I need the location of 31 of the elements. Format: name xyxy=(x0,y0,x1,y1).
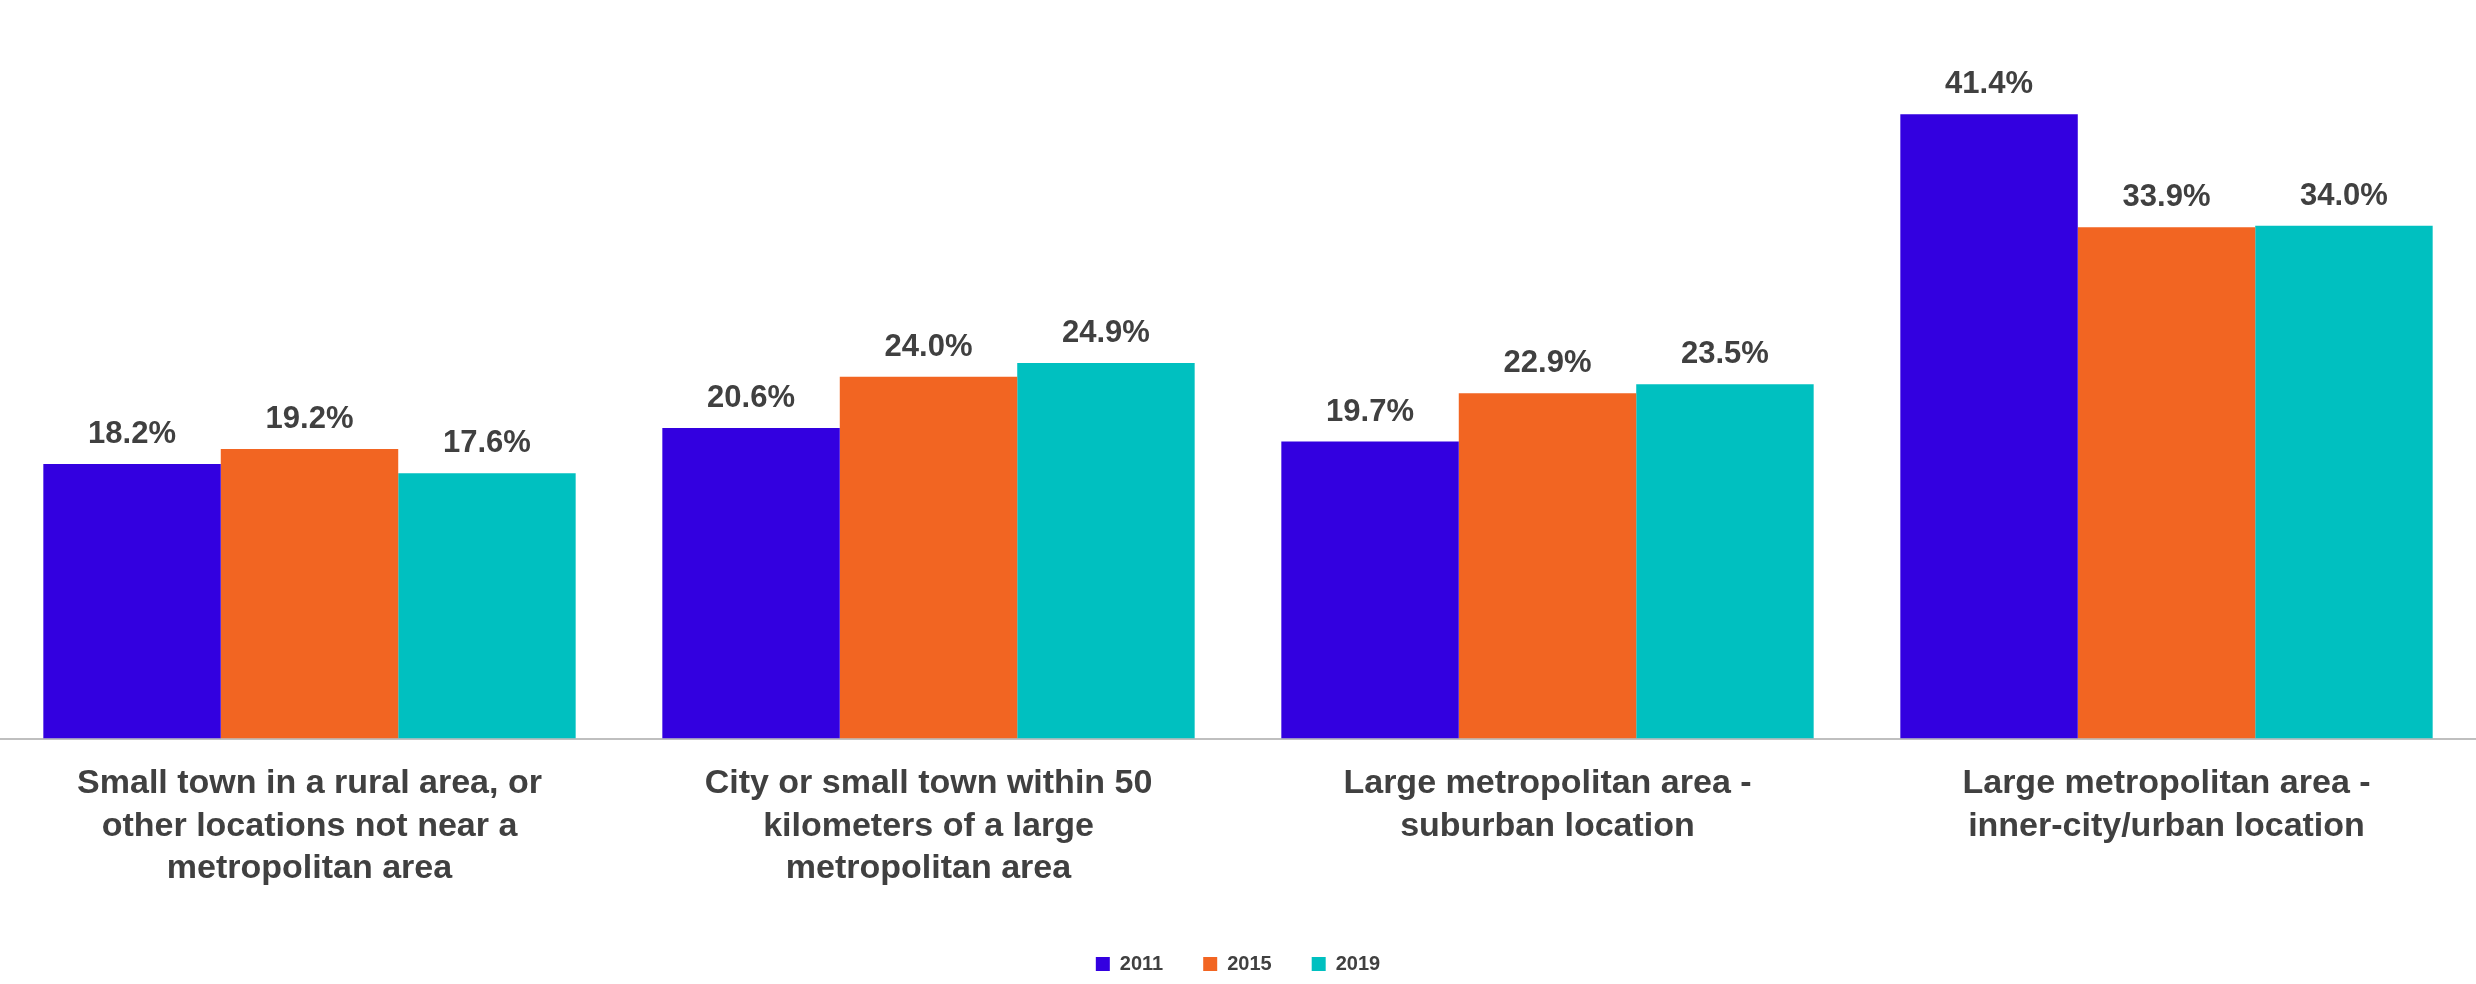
x-tick-label: City or small town within 50 kilometers of a large metropolitan area xyxy=(704,762,1153,886)
data-label: 20.6% xyxy=(707,378,796,414)
bar xyxy=(839,376,1018,739)
bar xyxy=(662,427,840,739)
bar xyxy=(2255,225,2433,739)
bar xyxy=(220,449,399,739)
data-label: 41.4% xyxy=(1945,65,2034,101)
bar xyxy=(1636,384,1814,739)
bar xyxy=(1017,363,1195,739)
data-label: 34.0% xyxy=(2299,176,2388,212)
x-tick-label: Large metropolitan area - suburban location xyxy=(1343,762,1752,843)
data-label: 22.9% xyxy=(1503,344,1592,380)
bar xyxy=(398,473,576,739)
legend-label: 2019 xyxy=(1335,951,1381,974)
data-label: 17.6% xyxy=(442,424,531,460)
data-label: 18.2% xyxy=(88,415,177,451)
data-label: 24.0% xyxy=(884,327,973,363)
bar xyxy=(1458,393,1637,739)
data-label: 24.9% xyxy=(1061,314,1150,350)
data-label: 23.5% xyxy=(1680,335,1769,371)
data-label: 33.9% xyxy=(2122,178,2211,214)
data-label: 19.7% xyxy=(1326,392,1415,428)
x-tick-label: Large metropolitan area - inner-city/urban location xyxy=(1962,762,2371,843)
bar xyxy=(1281,441,1459,739)
x-tick-label: Small town in a rural area, or other locations not near a metropolitan area xyxy=(77,762,542,886)
bar xyxy=(43,464,221,739)
legend-label: 2011 xyxy=(1119,951,1164,974)
bar xyxy=(2077,227,2256,739)
bar xyxy=(1900,114,2078,739)
data-label: 19.2% xyxy=(265,400,354,436)
legend-label: 2015 xyxy=(1227,951,1272,974)
